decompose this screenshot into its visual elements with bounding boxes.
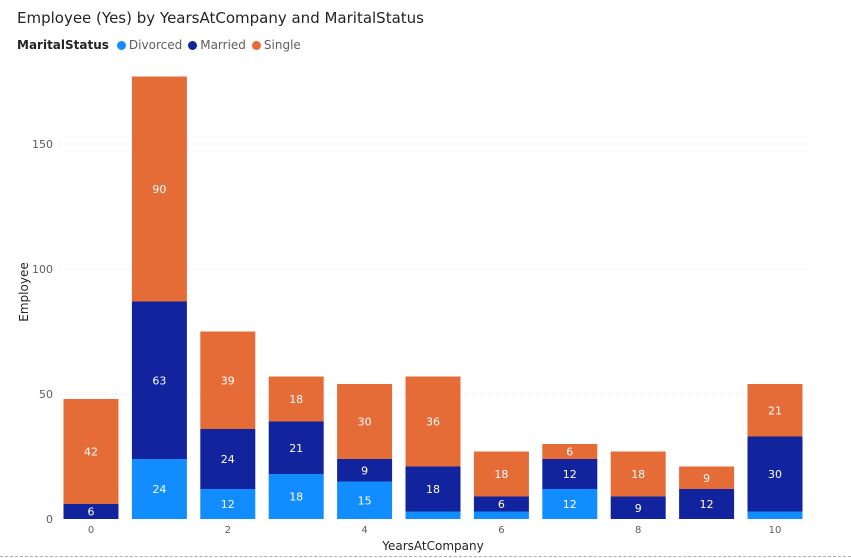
x-tick-label-8: 8 [635, 525, 641, 536]
data-label-single-5: 36 [426, 416, 440, 429]
bar-married-2 [200, 429, 256, 489]
data-label-married-10: 30 [768, 468, 782, 481]
data-label-married-0: 6 [88, 506, 95, 519]
legend-dot-divorced [116, 40, 126, 50]
data-label-married-1: 63 [152, 374, 166, 387]
data-label-married-5: 18 [426, 483, 440, 496]
data-label-single-10: 21 [768, 404, 782, 417]
bar-married-8 [610, 496, 666, 519]
data-label-divorced-1: 24 [152, 483, 166, 496]
data-label-married-8: 9 [635, 502, 642, 515]
bar-married-9 [679, 489, 735, 519]
bar-married-5 [405, 466, 461, 512]
legend: MaritalStatus Divorced Married Single [17, 38, 307, 52]
data-label-married-2: 24 [221, 453, 235, 466]
y-tick-label-0: 0 [46, 513, 53, 526]
bar-single-0 [63, 399, 119, 504]
data-label-married-6: 6 [498, 498, 505, 511]
bar-single-2 [200, 331, 256, 429]
bar-divorced-1 [131, 459, 187, 519]
bar-married-4 [337, 459, 393, 482]
data-label-single-9: 9 [703, 472, 710, 485]
x-tick-label-10: 10 [769, 525, 782, 536]
data-label-single-7: 6 [566, 446, 573, 459]
bar-single-7 [542, 444, 598, 459]
legend-title: MaritalStatus [17, 38, 109, 52]
y-axis-title: Employee [17, 262, 31, 321]
bar-single-10 [747, 384, 803, 437]
data-label-divorced-2: 12 [221, 498, 235, 511]
bar-divorced-2 [200, 489, 256, 519]
legend-item-single[interactable]: Single [251, 38, 301, 52]
bar-married-6 [473, 496, 529, 512]
legend-label-divorced: Divorced [128, 38, 183, 52]
bar-divorced-3 [268, 474, 324, 519]
data-label-married-9: 12 [700, 498, 714, 511]
bar-divorced-5 [405, 511, 461, 519]
data-label-divorced-3: 18 [289, 491, 303, 504]
data-label-single-6: 18 [494, 468, 508, 481]
bar-single-4 [337, 384, 393, 459]
bar-single-8 [610, 451, 666, 497]
data-label-married-4: 9 [361, 464, 368, 477]
data-label-married-3: 21 [289, 442, 303, 455]
y-tick-label-150: 150 [32, 138, 53, 151]
data-label-single-8: 18 [631, 468, 645, 481]
data-label-divorced-4: 15 [358, 494, 372, 507]
data-label-single-2: 39 [221, 374, 235, 387]
x-axis-title: YearsAtCompany [381, 539, 483, 553]
bar-divorced-4 [337, 481, 393, 519]
legend-item-married[interactable]: Married [188, 38, 246, 52]
chart-title: Employee (Yes) by YearsAtCompany and Mar… [17, 9, 424, 27]
bottom-divider [0, 556, 851, 557]
bar-married-7 [542, 459, 598, 489]
x-tick-label-2: 2 [225, 525, 231, 536]
bar-single-6 [473, 451, 529, 497]
bar-single-9 [679, 466, 735, 489]
y-tick-label-50: 50 [39, 388, 53, 401]
legend-label-single: Single [263, 38, 301, 52]
legend-label-married: Married [200, 38, 246, 52]
bar-single-5 [405, 376, 461, 467]
bar-single-3 [268, 376, 324, 422]
bar-married-0 [63, 504, 119, 519]
data-label-single-4: 30 [358, 416, 372, 429]
legend-item-divorced[interactable]: Divorced [116, 38, 183, 52]
data-label-married-7: 12 [563, 468, 577, 481]
bar-single-1 [131, 76, 187, 302]
data-label-divorced-7: 12 [563, 498, 577, 511]
legend-dot-single [251, 40, 261, 50]
data-label-single-3: 18 [289, 393, 303, 406]
bar-married-1 [131, 301, 187, 459]
bar-divorced-10 [747, 511, 803, 519]
data-label-single-1: 90 [152, 183, 166, 196]
y-tick-label-100: 100 [32, 263, 53, 276]
bar-married-10 [747, 436, 803, 512]
bar-married-3 [268, 421, 324, 474]
bar-divorced-7 [542, 489, 598, 519]
x-tick-label-6: 6 [498, 525, 504, 536]
bar-divorced-6 [473, 511, 529, 519]
x-tick-label-0: 0 [88, 525, 94, 536]
x-tick-label-4: 4 [361, 525, 367, 536]
legend-dot-married [188, 40, 198, 50]
data-label-single-0: 42 [84, 446, 98, 459]
